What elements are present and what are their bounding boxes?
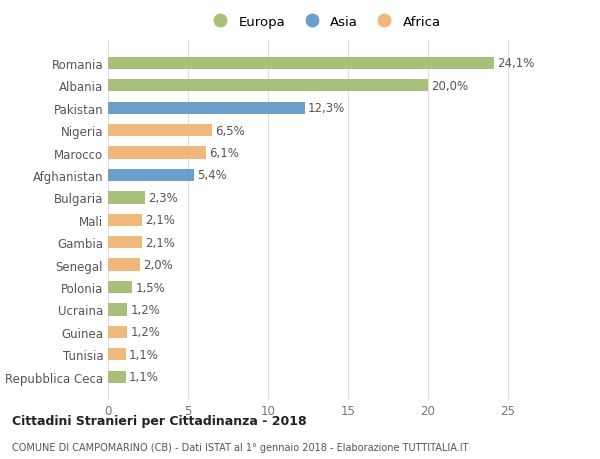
Text: 12,3%: 12,3% [308,102,345,115]
Bar [108,259,140,271]
Text: 1,2%: 1,2% [130,326,160,339]
Bar [108,236,142,249]
Text: 1,1%: 1,1% [129,348,158,361]
Bar [108,102,305,115]
Text: 5,4%: 5,4% [197,169,227,182]
Bar [108,281,132,294]
Text: 6,5%: 6,5% [215,124,245,137]
Bar [108,80,428,92]
Bar [108,125,212,137]
Bar [108,326,127,338]
Text: Cittadini Stranieri per Cittadinanza - 2018: Cittadini Stranieri per Cittadinanza - 2… [12,414,307,428]
Text: 1,1%: 1,1% [129,370,158,383]
Bar [108,57,494,70]
Text: 2,1%: 2,1% [145,236,175,249]
Bar [108,304,127,316]
Text: 2,1%: 2,1% [145,214,175,227]
Bar [108,147,206,159]
Text: 1,5%: 1,5% [135,281,165,294]
Text: 2,0%: 2,0% [143,258,173,272]
Bar [108,214,142,226]
Text: 20,0%: 20,0% [431,79,469,93]
Bar [108,371,125,383]
Text: 6,1%: 6,1% [209,147,239,160]
Text: 1,2%: 1,2% [130,303,160,316]
Text: 2,3%: 2,3% [148,191,178,204]
Text: 24,1%: 24,1% [497,57,534,70]
Text: COMUNE DI CAMPOMARINO (CB) - Dati ISTAT al 1° gennaio 2018 - Elaborazione TUTTIT: COMUNE DI CAMPOMARINO (CB) - Dati ISTAT … [12,442,469,452]
Bar [108,348,125,361]
Bar [108,169,194,182]
Bar [108,192,145,204]
Legend: Europa, Asia, Africa: Europa, Asia, Africa [203,12,445,33]
